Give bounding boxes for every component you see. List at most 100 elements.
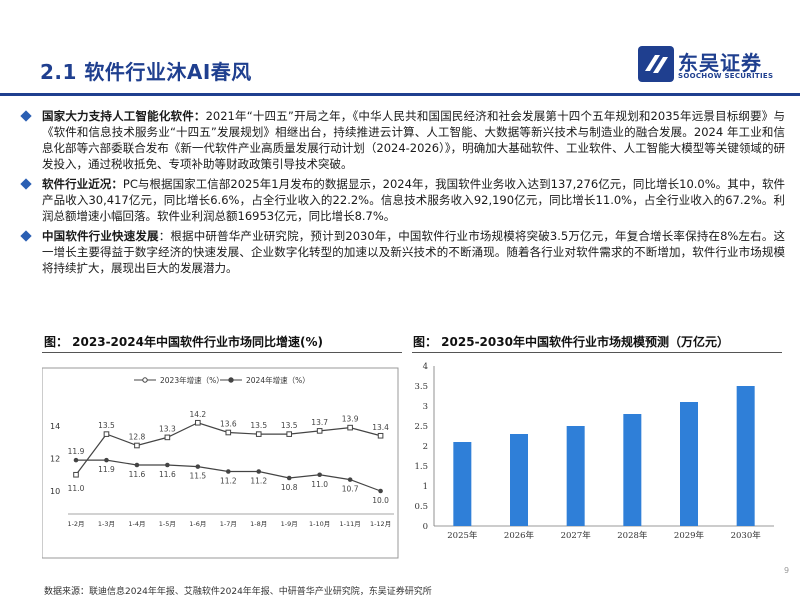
y-tick-label: 14 xyxy=(50,422,60,431)
market-size-bar-chart: 0 0.5 1 1.5 2 2.5 3 3.5 4 2025年 2026年 2027年 2028年 202… xyxy=(414,362,774,541)
bar xyxy=(453,442,472,526)
x-tick-label: 2030年 xyxy=(731,530,762,541)
data-label: 13.5 xyxy=(250,421,267,430)
legend-marker xyxy=(228,377,234,383)
y-tick-label: 2.5 xyxy=(414,422,428,432)
growth-line-chart: 2023年增速（%） 2024年增速（%） 10 12 14 1-2月 1-3月 1-4月 1-… xyxy=(42,367,399,559)
data-label: 11.0 xyxy=(68,484,85,493)
y-tick-label: 3 xyxy=(423,402,428,412)
y-tick-label: 1 xyxy=(423,482,428,492)
data-point xyxy=(256,469,262,474)
figure-2-divider xyxy=(412,352,782,353)
data-label: 13.9 xyxy=(342,415,359,424)
diamond-bullet-icon xyxy=(20,178,32,190)
x-tick-label: 1-4月 xyxy=(128,520,145,528)
x-tick-label: 1-11月 xyxy=(339,520,360,528)
company-logo: 东吴证券 SOOCHOW SECURITIES xyxy=(638,46,778,86)
bar xyxy=(736,386,755,526)
series-1: 11.0 13.5 12.8 13.3 14.2 13.6 13.5 13.5 13.7 13.9… xyxy=(68,410,390,493)
legend-label: 2024年增速（%） xyxy=(246,375,310,385)
y-tick-label: 0 xyxy=(423,522,428,532)
data-point xyxy=(377,432,384,439)
bullet-lead: 软件行业近况： xyxy=(42,177,123,191)
data-point xyxy=(73,471,79,478)
x-tick-label: 1-10月 xyxy=(309,520,330,528)
data-label: 10.8 xyxy=(281,483,298,492)
data-label: 10.0 xyxy=(372,496,389,505)
data-point xyxy=(165,462,170,468)
bar xyxy=(566,426,585,526)
soochow-logo-icon xyxy=(638,46,674,82)
data-label: 12.8 xyxy=(129,433,146,442)
x-tick-label: 1-6月 xyxy=(189,520,206,528)
data-point xyxy=(225,469,231,474)
data-label: 13.3 xyxy=(159,424,176,433)
data-label: 11.9 xyxy=(68,447,85,456)
x-tick-label: 2027年 xyxy=(561,530,592,541)
data-point xyxy=(103,431,110,437)
data-point xyxy=(317,472,322,478)
bullet-policy: 国家大力支持人工智能化软件：2021年“十四五”开局之年，《中华人民共和国国民经… xyxy=(20,108,785,172)
diamond-bullet-icon xyxy=(20,110,32,122)
x-tick-label: 1-9月 xyxy=(281,520,298,528)
x-tick-label: 2029年 xyxy=(674,530,705,541)
bullet-text: ：根据中研普华产业研究院，预计到2030年，中国软件行业市场规模将突破3.5万亿… xyxy=(42,229,785,275)
x-tick-label: 1-2月 xyxy=(67,520,84,528)
data-label: 11.2 xyxy=(250,477,267,486)
y-tick-label: 4 xyxy=(423,362,428,372)
page-number: 9 xyxy=(784,566,790,575)
bullet-lead: 国家大力支持人工智能化软件： xyxy=(42,109,206,123)
x-tick-label: 1-3月 xyxy=(98,520,115,528)
data-point xyxy=(286,475,292,481)
y-tick-label: 0.5 xyxy=(414,502,428,512)
y-tick-label: 3.5 xyxy=(414,382,428,392)
chart-frame xyxy=(42,367,399,559)
series-2: 11.9 11.9 11.6 11.6 11.5 11.2 11.2 10.8 11.0 10.7… xyxy=(68,447,390,505)
data-label: 11.2 xyxy=(220,477,237,486)
x-tick-label: 1-5月 xyxy=(159,520,176,528)
data-label: 11.6 xyxy=(129,470,146,479)
bullet-lead: 中国软件行业快速发展 xyxy=(42,229,159,243)
figure-2-title: 图： 2025-2030年中国软件行业市场规模预测（万亿元） xyxy=(413,335,729,349)
data-label: 13.6 xyxy=(220,420,237,429)
legend-marker xyxy=(142,377,148,383)
data-point xyxy=(378,488,383,494)
x-tick-label: 1-7月 xyxy=(220,520,237,528)
data-point xyxy=(347,424,353,431)
y-tick-label: 10 xyxy=(50,487,60,496)
data-point xyxy=(286,431,293,437)
x-tick-label: 2026年 xyxy=(504,530,535,541)
y-tick-label: 1.5 xyxy=(414,462,428,472)
legend-label: 2023年增速（%） xyxy=(160,375,224,385)
bullet-text: PC与根据国家工信部2025年1月发布的数据显示，2024年，我国软件业务收入达… xyxy=(42,177,786,223)
data-label: 13.4 xyxy=(372,423,389,432)
data-point xyxy=(104,457,109,463)
data-point xyxy=(164,434,171,441)
y-tick-label: 2 xyxy=(423,442,428,452)
data-point xyxy=(225,429,232,436)
data-point xyxy=(73,457,79,463)
y-tick-label: 12 xyxy=(50,455,60,464)
header-divider xyxy=(0,93,800,96)
data-label: 13.7 xyxy=(311,418,328,427)
data-point xyxy=(255,431,262,437)
bullet-list: 国家大力支持人工智能化软件：2021年“十四五”开局之年，《中华人民共和国国民经… xyxy=(20,108,785,280)
data-point xyxy=(195,419,201,426)
x-tick-label: 1-12月 xyxy=(370,520,391,528)
data-label: 14.2 xyxy=(189,410,206,419)
page-title: 2.1 软件行业沐AI春风 xyxy=(40,60,252,84)
x-tick-label: 1-8月 xyxy=(250,520,267,528)
data-label: 10.7 xyxy=(342,485,359,494)
data-point xyxy=(134,442,140,449)
data-label: 11.0 xyxy=(311,480,328,489)
logo-chinese-name: 东吴证券 xyxy=(678,51,762,75)
data-label: 11.9 xyxy=(98,465,115,474)
figure-1-title: 图： 2023-2024年中国软件行业市场同比增速(%) xyxy=(44,335,323,349)
figure-1-divider xyxy=(42,352,402,353)
data-point xyxy=(195,464,201,469)
bullet-industry-status: 软件行业近况：PC与根据国家工信部2025年1月发布的数据显示，2024年，我国… xyxy=(20,176,785,224)
data-source: 数据来源：联迪信息2024年年报、艾融软件2024年年报、中研普华产业研究院，东… xyxy=(44,587,432,597)
x-tick-label: 2028年 xyxy=(617,530,648,541)
data-point xyxy=(134,462,140,468)
logo-english-name: SOOCHOW SECURITIES xyxy=(678,72,774,80)
